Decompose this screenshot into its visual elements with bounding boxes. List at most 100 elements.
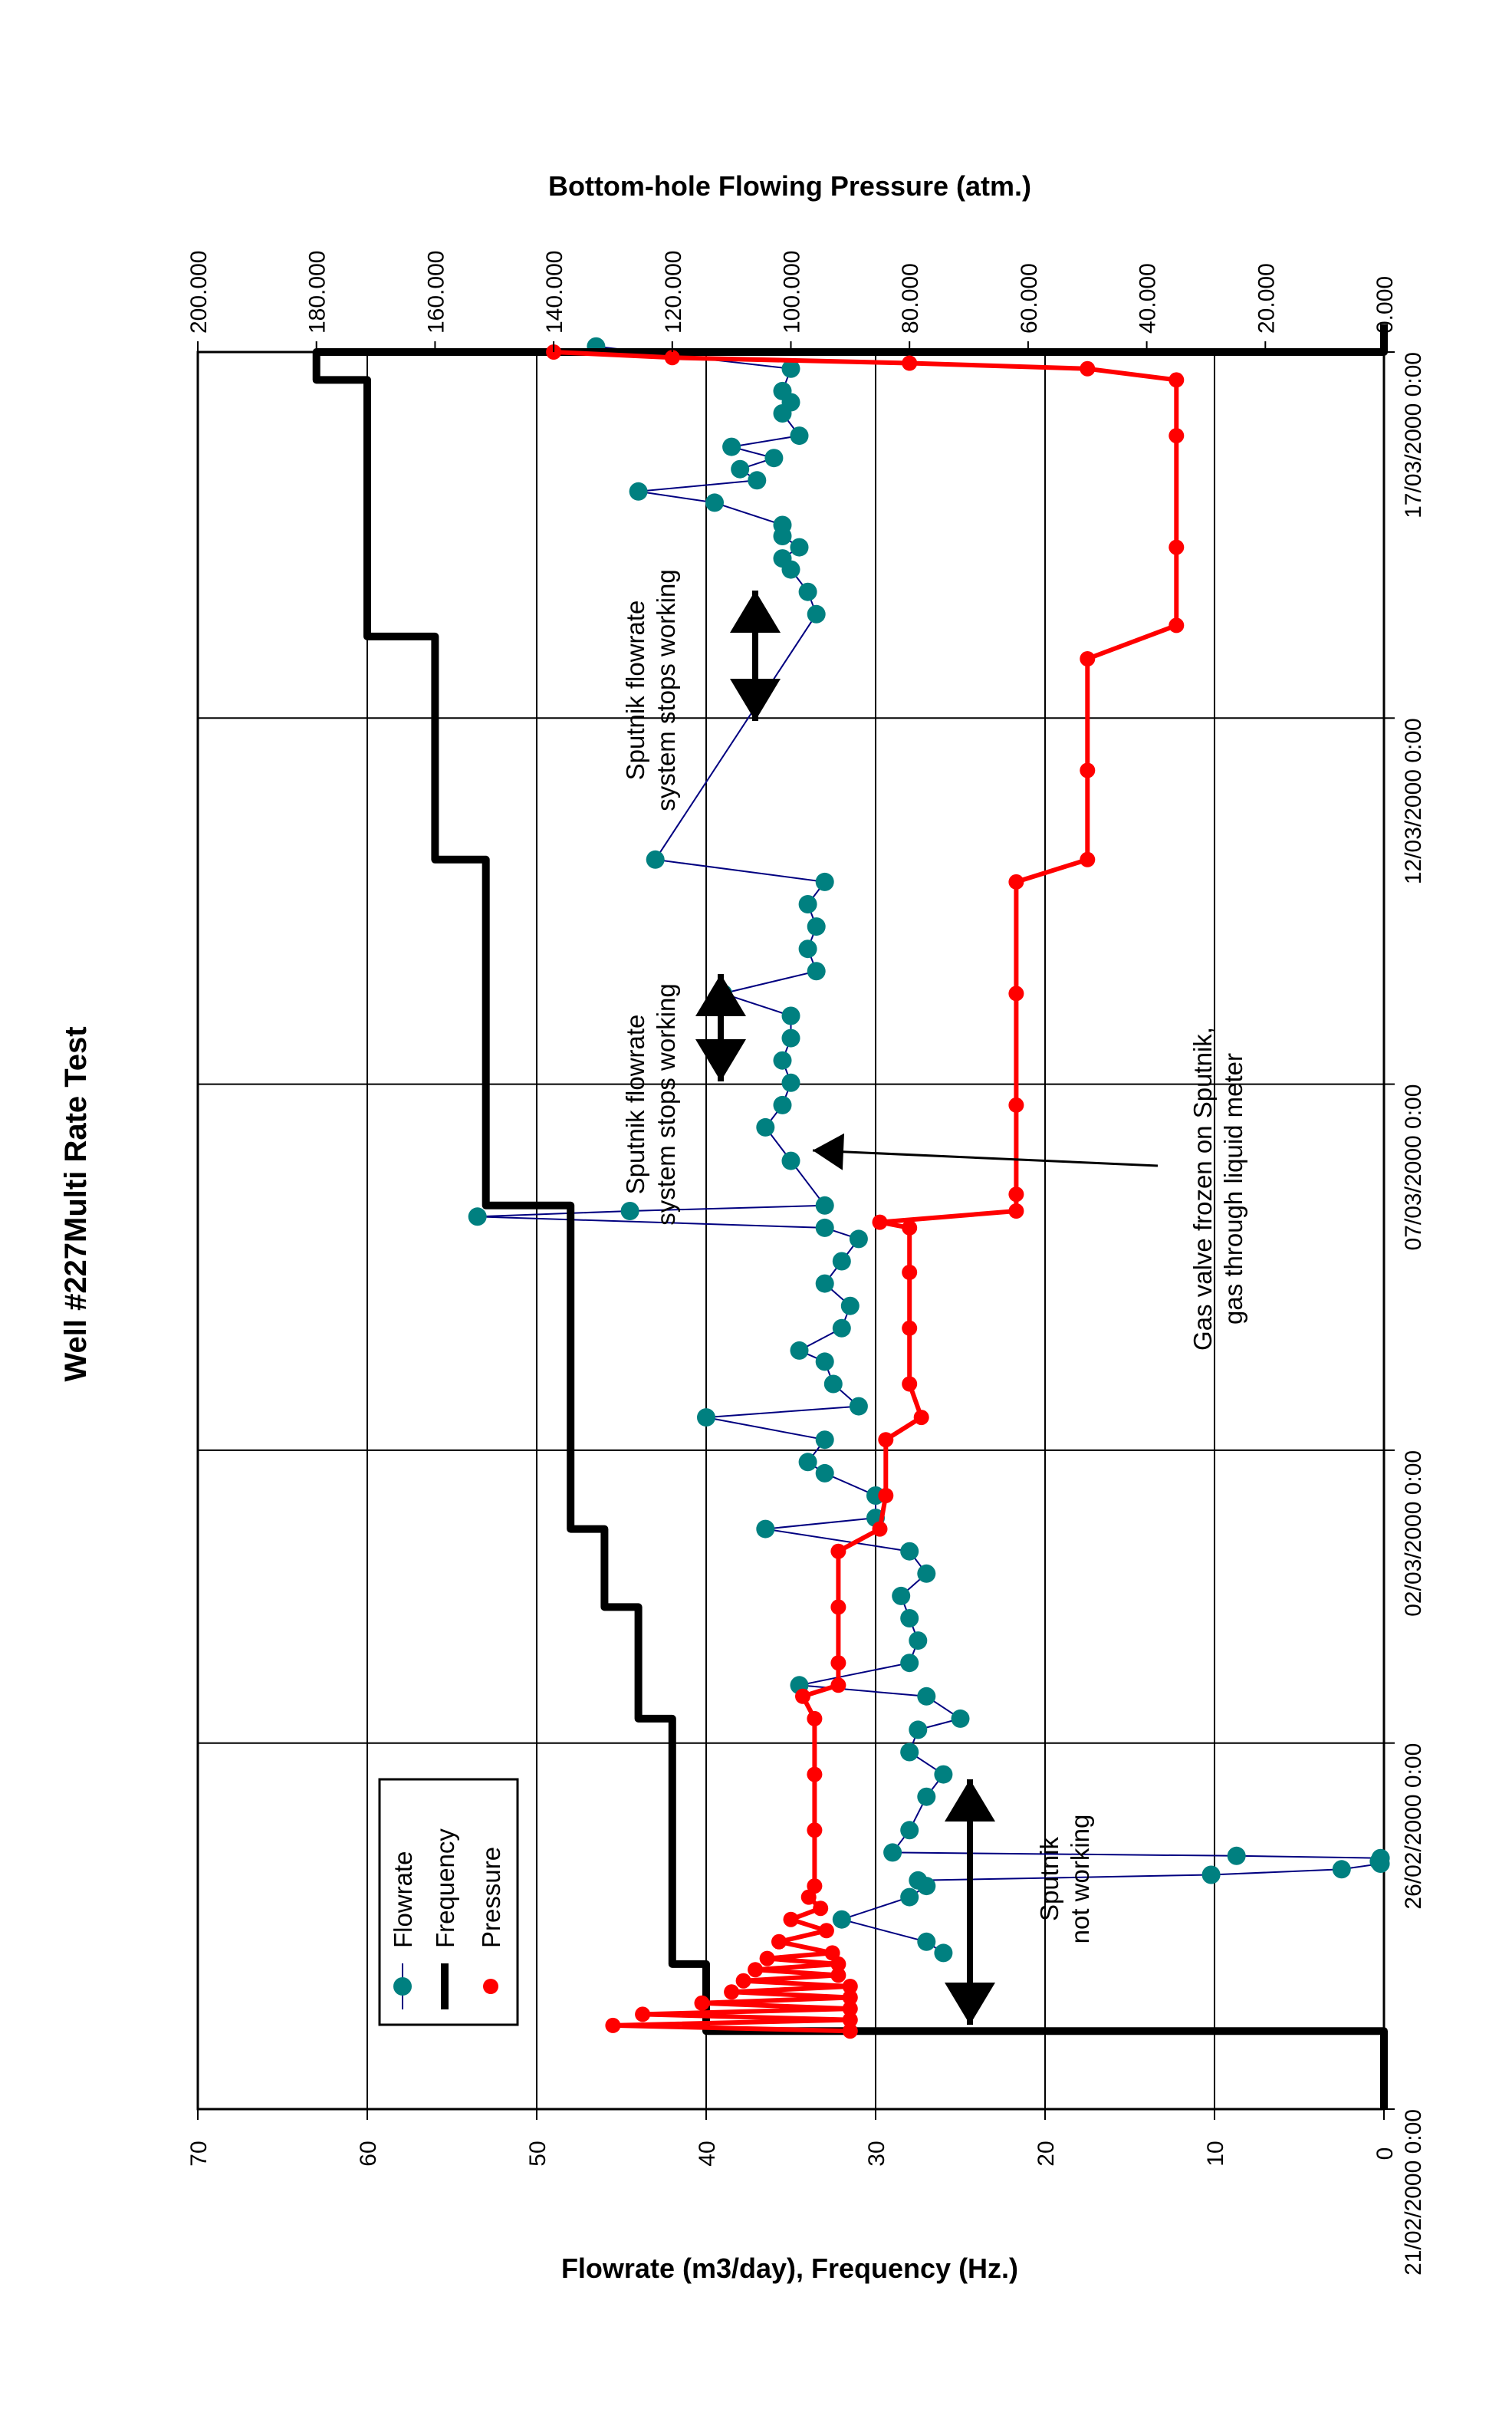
data-point-pressure	[1080, 851, 1096, 867]
data-point-flowrate	[832, 1252, 851, 1271]
tick-label-pressure: 180.000	[305, 251, 330, 334]
arrowhead	[730, 679, 781, 721]
data-point-pressure	[902, 1376, 918, 1392]
data-point-pressure	[878, 1432, 894, 1448]
legend-item-frequency: Frequency	[431, 1828, 459, 2009]
data-point-pressure	[902, 355, 918, 371]
data-point-flowrate	[815, 1218, 834, 1237]
data-point-flowrate	[790, 426, 809, 446]
data-point-pressure	[842, 1979, 858, 1994]
data-point-flowrate	[840, 1296, 860, 1315]
data-point-flowrate	[951, 1709, 970, 1728]
data-point-flowrate	[909, 1871, 928, 1890]
data-point-flowrate	[917, 1787, 936, 1806]
data-point-flowrate	[790, 1341, 809, 1360]
tick-label-pressure: 80.000	[898, 263, 923, 334]
arrowhead	[730, 591, 781, 633]
data-point-pressure	[813, 1901, 829, 1917]
tick-label-flow: 60	[356, 2141, 381, 2166]
data-point-flowrate	[807, 962, 826, 981]
series-line-pressure	[553, 350, 1179, 2034]
tick-label-flow: 30	[864, 2141, 889, 2166]
data-point-pressure	[872, 1521, 888, 1537]
data-point-flowrate	[773, 1051, 792, 1070]
data-point-flowrate	[773, 549, 792, 568]
data-point-pressure	[635, 2006, 651, 2022]
data-point-flowrate	[697, 1408, 715, 1427]
series-layer	[312, 324, 1390, 2109]
arrowhead	[695, 1039, 746, 1081]
data-point-flowrate	[815, 872, 834, 891]
data-point-flowrate	[705, 493, 724, 512]
tick-label-date: 26/02/2000 0:00	[1401, 1743, 1426, 1910]
data-point-flowrate	[1332, 1860, 1351, 1879]
tick-label-date: 07/03/2000 0:00	[1401, 1084, 1426, 1251]
data-point-flowrate	[815, 1196, 834, 1215]
legend-swatch-marker	[483, 1979, 498, 1994]
data-point-pressure	[605, 2017, 621, 2033]
data-point-flowrate	[620, 1202, 639, 1220]
data-point-flowrate	[900, 1542, 919, 1561]
data-point-flowrate	[849, 1229, 868, 1249]
data-point-flowrate	[900, 1654, 919, 1673]
data-point-flowrate	[781, 1073, 800, 1092]
data-point-flowrate	[934, 1765, 953, 1784]
data-point-pressure	[830, 1967, 846, 1983]
data-point-pressure	[1169, 617, 1185, 634]
data-point-pressure	[830, 1677, 846, 1693]
data-point-pressure	[842, 2012, 858, 2028]
data-point-flowrate	[917, 1564, 936, 1583]
tick-label-pressure: 120.000	[661, 251, 686, 334]
data-point-flowrate	[764, 449, 784, 468]
data-point-flowrate	[1227, 1846, 1246, 1865]
data-point-flowrate	[934, 1943, 953, 1963]
annotation-text: Sputnik flowrate	[621, 601, 649, 781]
data-point-pressure	[1169, 539, 1185, 555]
arrowhead	[813, 1133, 844, 1170]
data-point-flowrate	[832, 1318, 851, 1338]
data-point-pressure	[807, 1878, 823, 1894]
tick-label-pressure: 140.000	[542, 251, 567, 334]
data-point-flowrate	[815, 1463, 834, 1483]
data-point-flowrate	[773, 515, 792, 535]
annotation-text: Sputnik	[1035, 1836, 1063, 1921]
annotation-3: Gas valve frozen on Sputnik, gas through …	[812, 1027, 1247, 1351]
legend-swatch-marker	[393, 1977, 412, 1996]
data-point-pressure	[872, 1214, 888, 1230]
data-point-flowrate	[909, 1631, 928, 1650]
annotation-1: Sputnik flowrate system stops working	[621, 974, 746, 1226]
annotation-text: Gas valve frozen on Sputnik,	[1188, 1027, 1217, 1351]
tick-label-pressure: 100.000	[780, 251, 805, 334]
data-point-pressure	[1008, 986, 1024, 1002]
data-point-pressure	[807, 1822, 823, 1838]
tick-label-flow: 40	[695, 2141, 720, 2166]
data-point-pressure	[759, 1950, 775, 1966]
data-point-pressure	[783, 1911, 799, 1927]
legend-label: Flowrate	[389, 1851, 417, 1948]
data-point-flowrate	[781, 1006, 800, 1025]
data-point-pressure	[795, 1688, 810, 1704]
data-point-pressure	[842, 2023, 858, 2039]
data-point-flowrate	[909, 1720, 928, 1739]
data-point-flowrate	[815, 1274, 834, 1293]
data-point-pressure	[1080, 651, 1096, 666]
data-point-pressure	[1008, 1186, 1024, 1203]
annotation-text: Sputnik flowrate	[621, 1015, 649, 1195]
data-point-flowrate	[798, 940, 817, 959]
legend: Flowrate Frequency Pressure	[378, 1778, 519, 2026]
tick-label-pressure: 40.000	[1136, 263, 1161, 334]
data-point-flowrate	[815, 1430, 834, 1450]
tick-label-date: 02/03/2000 0:00	[1401, 1450, 1426, 1617]
data-point-pressure	[878, 1488, 894, 1503]
legend-item-pressure: Pressure	[477, 1847, 505, 1994]
tick-label-pressure: 200.000	[186, 251, 212, 334]
data-point-flowrate	[468, 1207, 487, 1226]
annotation-text: system stops working	[652, 983, 680, 1225]
data-point-pressure	[735, 1973, 751, 1989]
annotation-0: Sputnik not working	[945, 1779, 1094, 2025]
data-point-pressure	[724, 1984, 740, 2000]
data-point-pressure	[1008, 1097, 1024, 1113]
data-point-flowrate	[1371, 1848, 1390, 1868]
data-point-flowrate	[900, 1609, 919, 1627]
data-point-pressure	[902, 1219, 918, 1236]
